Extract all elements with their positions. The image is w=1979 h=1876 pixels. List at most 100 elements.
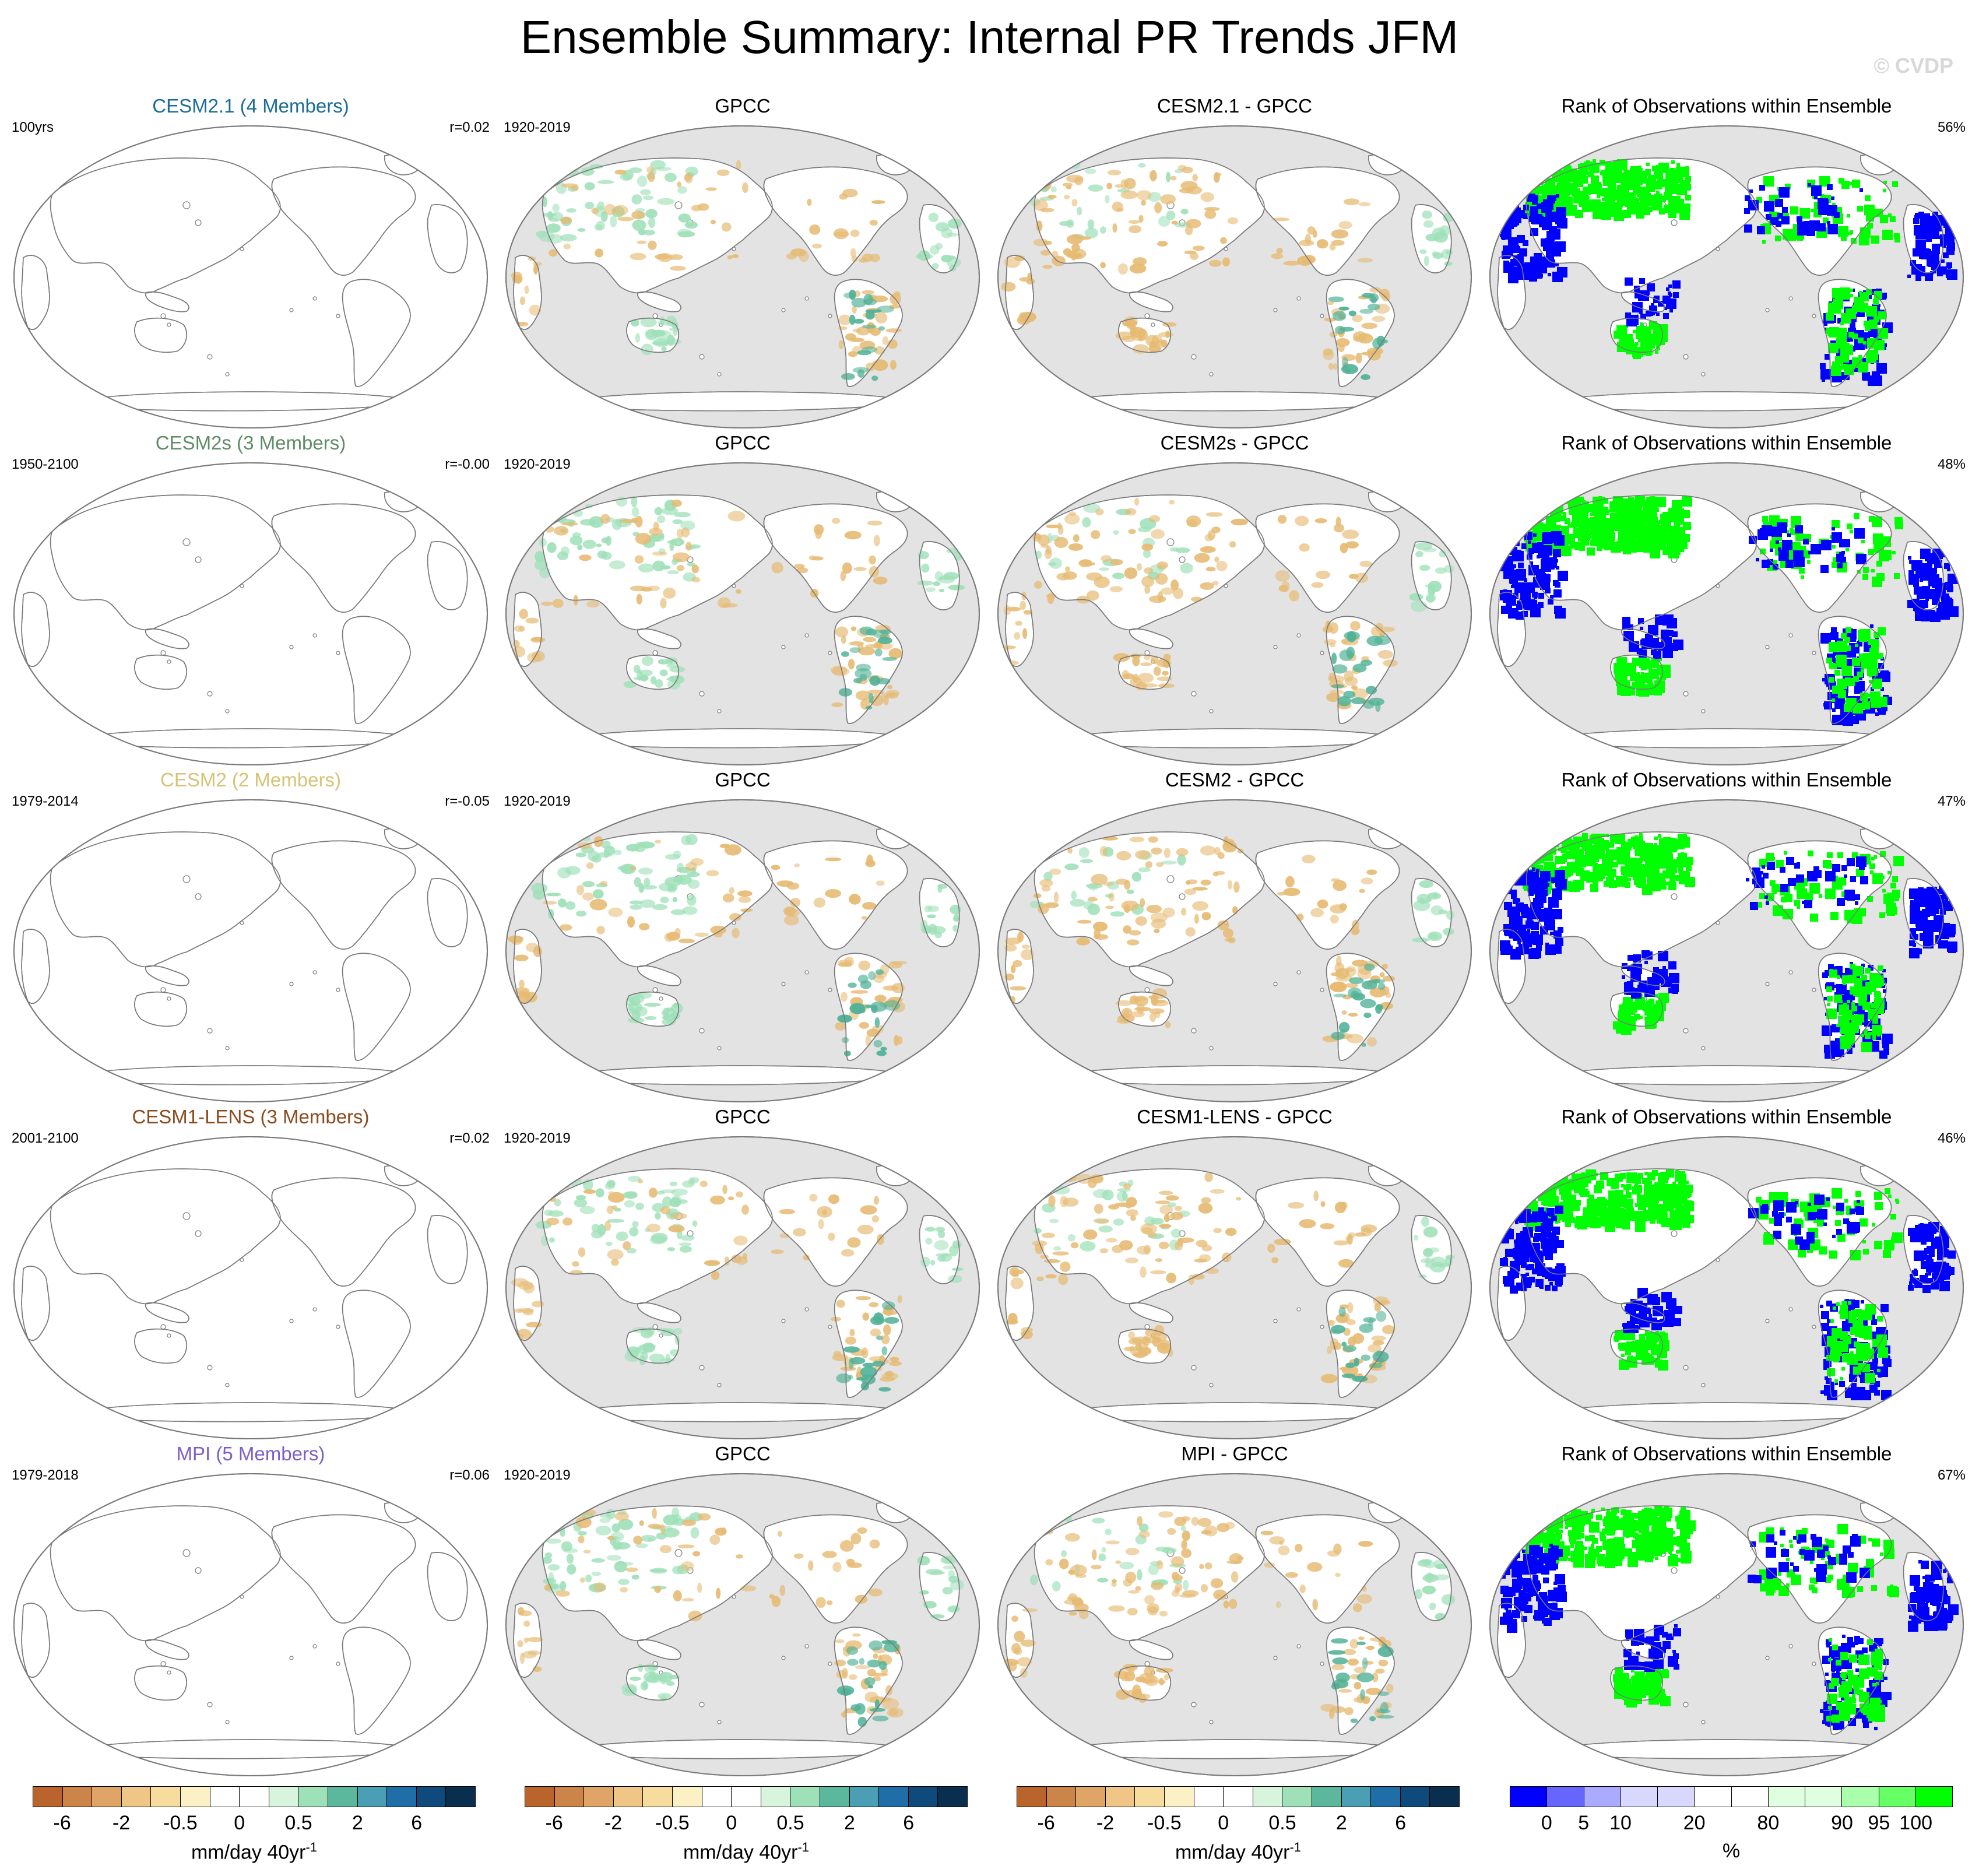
- rank-field: [1500, 159, 1957, 386]
- colorbar-swatch: [1842, 1787, 1879, 1807]
- island: [167, 1333, 171, 1338]
- colorbar-units-text: %: [1722, 1840, 1741, 1862]
- island: [659, 1333, 663, 1338]
- island: [1812, 1661, 1816, 1666]
- island: [1273, 308, 1278, 312]
- panel-title: CESM1-LENS - GPCC: [1137, 1106, 1333, 1127]
- island: [652, 987, 658, 993]
- island: [717, 1383, 722, 1387]
- island: [1320, 651, 1324, 655]
- island: [1273, 982, 1278, 986]
- world-map: [997, 799, 1472, 1102]
- island: [207, 1365, 213, 1371]
- rank-percentage-label: 48%: [1937, 456, 1966, 472]
- panel-title: Rank of Observations within Ensemble: [1561, 95, 1892, 117]
- colorbar-units-text: mm/day 40yr: [191, 1841, 306, 1864]
- panel-period-label: 2001-2100: [12, 1130, 79, 1146]
- panel-title: Rank of Observations within Ensemble: [1561, 1443, 1892, 1464]
- island: [195, 1230, 202, 1237]
- colorbar-tick-label: 80: [1757, 1812, 1780, 1834]
- panel-rank-row5: Rank of Observations within Ensemble 67%: [1488, 1442, 1966, 1780]
- colorbar-swatch: [1658, 1787, 1695, 1807]
- world-map: [505, 125, 980, 428]
- trend-field: [507, 834, 961, 1056]
- colorbar-trend: -6 -2 -0.5 0 0.5 2 6 mm/day 40yr-1: [1017, 1786, 1460, 1874]
- trend-field: [1001, 159, 1455, 380]
- colorbar-swatch: [1341, 1787, 1372, 1807]
- colorbar-swatch: [1017, 1787, 1047, 1807]
- island: [1166, 538, 1175, 546]
- island: [781, 982, 786, 986]
- island: [1320, 1661, 1324, 1666]
- island: [1812, 314, 1816, 318]
- island: [674, 1549, 683, 1557]
- colorbar-units: mm/day 40yr-1: [1017, 1840, 1460, 1864]
- trend-field: [1006, 1172, 1455, 1384]
- island: [1320, 314, 1324, 318]
- colorbar-swatch: [1584, 1787, 1621, 1807]
- colorbar-swatch: [732, 1787, 761, 1807]
- colorbar-swatch: [446, 1787, 475, 1807]
- pattern-correlation-label: r=0.02: [449, 120, 490, 135]
- colorbar-swatches: [33, 1786, 476, 1807]
- island: [195, 219, 202, 226]
- panel-period-label: 1920-2019: [504, 456, 571, 472]
- colorbar-swatch: [1400, 1787, 1430, 1807]
- colorbar-swatch: [180, 1787, 210, 1807]
- world-map: [13, 799, 488, 1102]
- colorbar-swatch: [1731, 1787, 1769, 1807]
- island: [1296, 633, 1301, 638]
- island: [1191, 1028, 1197, 1034]
- pattern-correlation-label: r=0.06: [449, 1467, 490, 1483]
- rank-percentage-label: 46%: [1937, 1130, 1966, 1146]
- colorbar-units-text: mm/day 40yr: [1175, 1841, 1290, 1864]
- panel-title: CESM2.1 (4 Members): [152, 95, 349, 117]
- colorbar-swatch: [613, 1787, 644, 1807]
- colorbar-swatch: [121, 1787, 152, 1807]
- island: [1296, 1644, 1301, 1649]
- colorbar-swatch: [672, 1787, 702, 1807]
- panel-obs-row1: GPCC 1920-2019: [504, 94, 982, 433]
- panel-period-label: 1979-2014: [12, 793, 79, 809]
- panel-title: GPCC: [715, 432, 771, 454]
- colorbar-rank: 0 5 10 20 80 90 95 100%: [1510, 1786, 1953, 1874]
- colorbar-swatch: [1194, 1787, 1224, 1807]
- panel-title: Rank of Observations within Ensemble: [1561, 432, 1892, 454]
- island: [804, 633, 809, 638]
- island: [1296, 296, 1301, 301]
- panel-obs-row3: GPCC 1920-2019: [504, 768, 982, 1106]
- island: [182, 875, 191, 883]
- island: [1788, 1307, 1793, 1312]
- island: [1273, 1319, 1278, 1323]
- island: [699, 1365, 705, 1371]
- colorbar-swatch: [1768, 1787, 1805, 1807]
- colorbar-tick-label: -6: [53, 1812, 71, 1834]
- panel-period-label: 1920-2019: [504, 1130, 571, 1146]
- island: [1812, 651, 1816, 655]
- cvdp-watermark: © CVDP: [1873, 54, 1953, 78]
- island: [804, 970, 809, 975]
- island: [195, 1567, 202, 1574]
- colorbar-swatch: [62, 1787, 93, 1807]
- island: [289, 1319, 294, 1323]
- island: [1683, 354, 1689, 360]
- pattern-correlation-label: r=-0.05: [445, 793, 490, 809]
- colorbar-swatch: [702, 1787, 732, 1807]
- world-map: [13, 462, 488, 765]
- colorbar-swatch: [584, 1787, 614, 1807]
- island: [207, 354, 213, 360]
- colorbar-tick-label: 6: [1395, 1812, 1407, 1834]
- island: [1191, 1702, 1197, 1708]
- colorbar-swatches: [1510, 1786, 1953, 1807]
- island: [1788, 296, 1793, 301]
- colorbar-swatch: [357, 1787, 388, 1807]
- colorbar-swatch: [1135, 1787, 1165, 1807]
- panel-diff-row5: MPI - GPCC: [996, 1442, 1474, 1780]
- panel-title: CESM2 (2 Members): [160, 769, 341, 791]
- island: [1296, 970, 1301, 975]
- island: [1151, 322, 1155, 327]
- island: [312, 633, 317, 638]
- island: [699, 1702, 705, 1708]
- island: [336, 1661, 340, 1666]
- colorbar-tick-label: -6: [545, 1812, 563, 1834]
